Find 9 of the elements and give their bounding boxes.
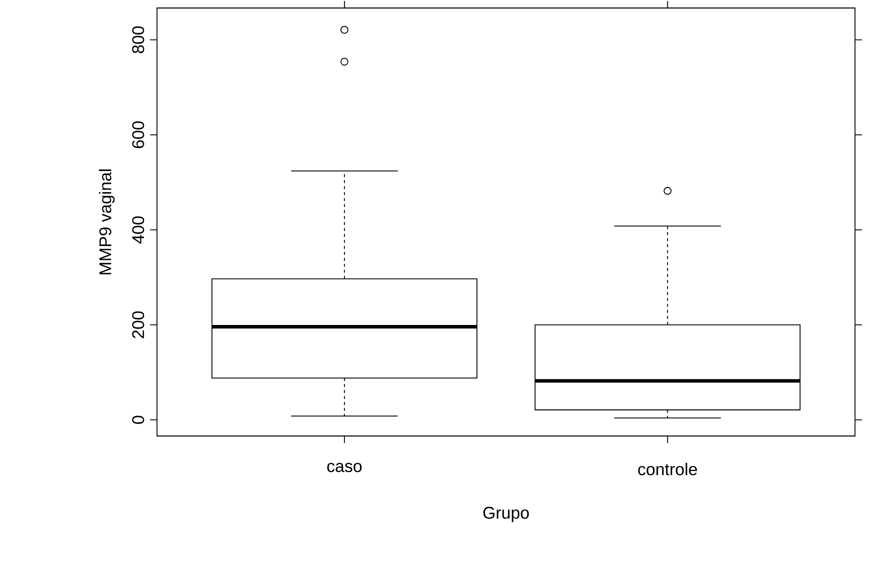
y-tick-label: 800 <box>132 26 144 54</box>
y-axis-title: MMP9 vaginal <box>98 170 115 274</box>
y-tick-label: 600 <box>132 121 144 148</box>
x-tick-label: controle <box>638 462 697 476</box>
y-tick-label: 400 <box>132 216 144 244</box>
x-axis-title: Grupo <box>483 506 529 522</box>
y-tick-label: 0 <box>132 416 144 424</box>
x-tick-label: caso <box>327 462 362 472</box>
y-tick-label: 200 <box>132 311 144 338</box>
